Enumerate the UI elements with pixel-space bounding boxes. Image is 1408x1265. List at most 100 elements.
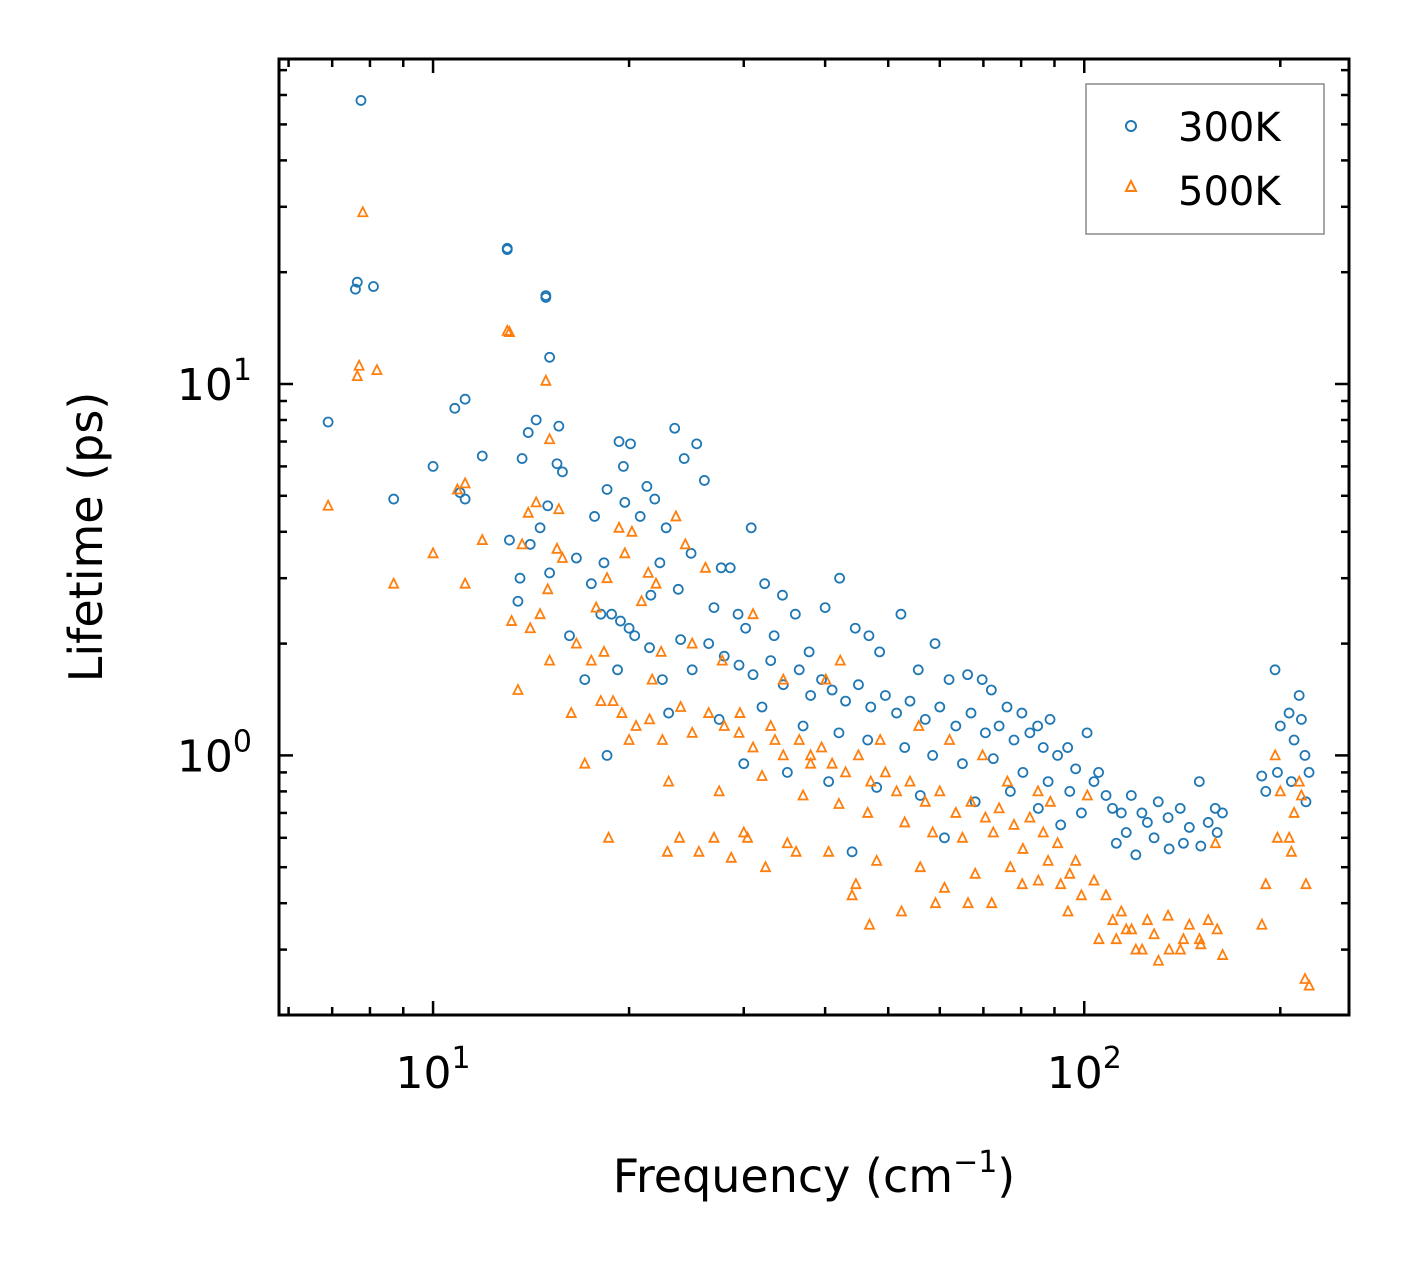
- point-500k: [870, 853, 883, 866]
- point-300k: [530, 414, 542, 426]
- point-300k: [660, 522, 672, 534]
- point-300k: [1055, 819, 1067, 831]
- point-300k: [871, 782, 883, 793]
- point-500k: [790, 844, 803, 857]
- point-300k: [542, 500, 554, 512]
- point-500k: [1044, 794, 1057, 807]
- point-500k: [1075, 888, 1088, 901]
- point-500k: [943, 733, 956, 745]
- point-500k: [890, 784, 903, 797]
- point-500k: [861, 805, 874, 818]
- point-300k: [747, 669, 759, 681]
- legend-marker-500k: [1124, 178, 1138, 192]
- point-300k: [1300, 796, 1312, 808]
- point-300k: [351, 276, 363, 288]
- point-300k: [777, 589, 788, 601]
- point-500k: [1303, 978, 1316, 991]
- point-500k: [551, 541, 563, 554]
- point-500k: [541, 582, 554, 595]
- point-300k: [1064, 785, 1076, 797]
- point-500k: [1032, 873, 1045, 886]
- point-500k: [590, 600, 603, 613]
- point-300k: [777, 679, 789, 691]
- point-500k: [929, 896, 942, 909]
- point-300k: [623, 622, 635, 634]
- point-300k: [1125, 790, 1137, 801]
- point-300k: [644, 642, 655, 654]
- point-500k: [1001, 774, 1014, 787]
- point-300k: [514, 572, 526, 584]
- point-500k: [933, 784, 946, 797]
- legend-frame: [1085, 83, 1325, 235]
- point-500k: [1100, 888, 1112, 901]
- point-500k: [819, 672, 832, 685]
- point-300k: [1195, 840, 1207, 852]
- point-300k: [606, 608, 617, 620]
- point-500k: [962, 896, 974, 909]
- point-500k: [451, 482, 464, 495]
- point-300k: [553, 420, 565, 432]
- point-500k: [1037, 825, 1050, 838]
- point-300k: [740, 622, 752, 634]
- point-500k: [737, 825, 750, 838]
- point-300k: [1299, 750, 1311, 761]
- point-300k: [840, 695, 851, 707]
- point-300k: [797, 720, 809, 732]
- point-500k: [949, 805, 962, 818]
- point-500k: [661, 844, 674, 857]
- point-300k: [427, 460, 439, 472]
- point-500k: [501, 323, 514, 336]
- point-300k: [1062, 742, 1074, 753]
- point-500k: [979, 810, 992, 823]
- point-300k: [1070, 763, 1082, 775]
- point-300k: [745, 522, 757, 534]
- point-500k: [1295, 788, 1308, 801]
- point-500k: [505, 614, 518, 626]
- point-300k: [919, 714, 931, 725]
- point-300k: [1269, 664, 1281, 676]
- point-300k: [629, 630, 641, 642]
- point-500k: [503, 325, 516, 337]
- point-500k: [781, 836, 794, 849]
- point-500k: [864, 774, 877, 787]
- point-500k: [1293, 774, 1306, 787]
- point-300k: [1032, 802, 1044, 814]
- point-500k: [650, 576, 662, 589]
- point-500k: [919, 794, 932, 807]
- point-500k: [1259, 877, 1272, 890]
- point-300k: [1211, 827, 1223, 838]
- point-500k: [839, 765, 852, 778]
- point-300k: [934, 701, 946, 713]
- point-300k: [1107, 802, 1118, 814]
- point-500k: [1194, 937, 1207, 950]
- point-300k: [853, 679, 864, 691]
- point-300k: [846, 846, 858, 858]
- point-500k: [1152, 953, 1165, 966]
- point-300k: [449, 402, 461, 414]
- point-300k: [826, 684, 838, 696]
- point-500k: [1274, 784, 1287, 797]
- point-500k: [733, 725, 745, 738]
- point-500k: [1177, 932, 1190, 945]
- point-500k: [543, 432, 556, 445]
- point-300k: [1042, 776, 1054, 788]
- point-300k: [765, 655, 777, 666]
- point-300k: [803, 646, 815, 658]
- point-500k: [1162, 908, 1175, 921]
- point-300k: [962, 669, 974, 681]
- point-300k: [1141, 817, 1153, 828]
- point-500k: [1069, 853, 1082, 866]
- legend-marker-300k: [1125, 120, 1137, 132]
- point-300k: [654, 557, 666, 569]
- point-300k: [1120, 827, 1132, 838]
- point-500k: [822, 844, 835, 857]
- point-300k: [557, 466, 568, 478]
- point-300k: [698, 475, 710, 486]
- point-500k: [674, 699, 687, 712]
- point-500k: [1051, 836, 1064, 849]
- point-500k: [1163, 942, 1176, 955]
- point-300k: [993, 720, 1005, 732]
- point-300k: [759, 578, 771, 590]
- point-300k: [355, 95, 367, 106]
